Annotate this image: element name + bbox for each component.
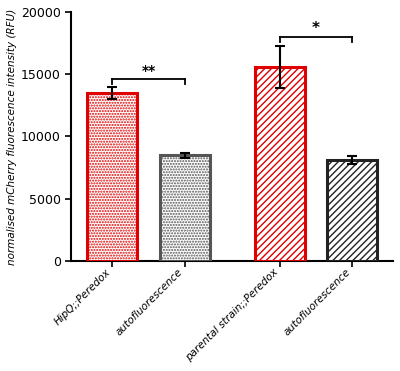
Bar — [255, 67, 305, 261]
Text: *: * — [312, 20, 320, 36]
Text: parental strain;;Peredox: parental strain;;Peredox — [184, 267, 280, 363]
Bar — [255, 67, 305, 261]
Text: HipQ;;Peredox: HipQ;;Peredox — [52, 267, 112, 327]
Bar — [87, 93, 137, 261]
Text: autofluorescence: autofluorescence — [114, 267, 185, 338]
Bar — [327, 160, 377, 261]
Y-axis label: normalised mCherry fluorescence intensity (RFU): normalised mCherry fluorescence intensit… — [7, 8, 17, 265]
Bar — [160, 155, 210, 261]
Bar — [327, 160, 377, 261]
Bar — [87, 93, 137, 261]
Text: **: ** — [141, 64, 156, 78]
Bar — [160, 155, 210, 261]
Text: autofluorescence: autofluorescence — [282, 267, 352, 338]
